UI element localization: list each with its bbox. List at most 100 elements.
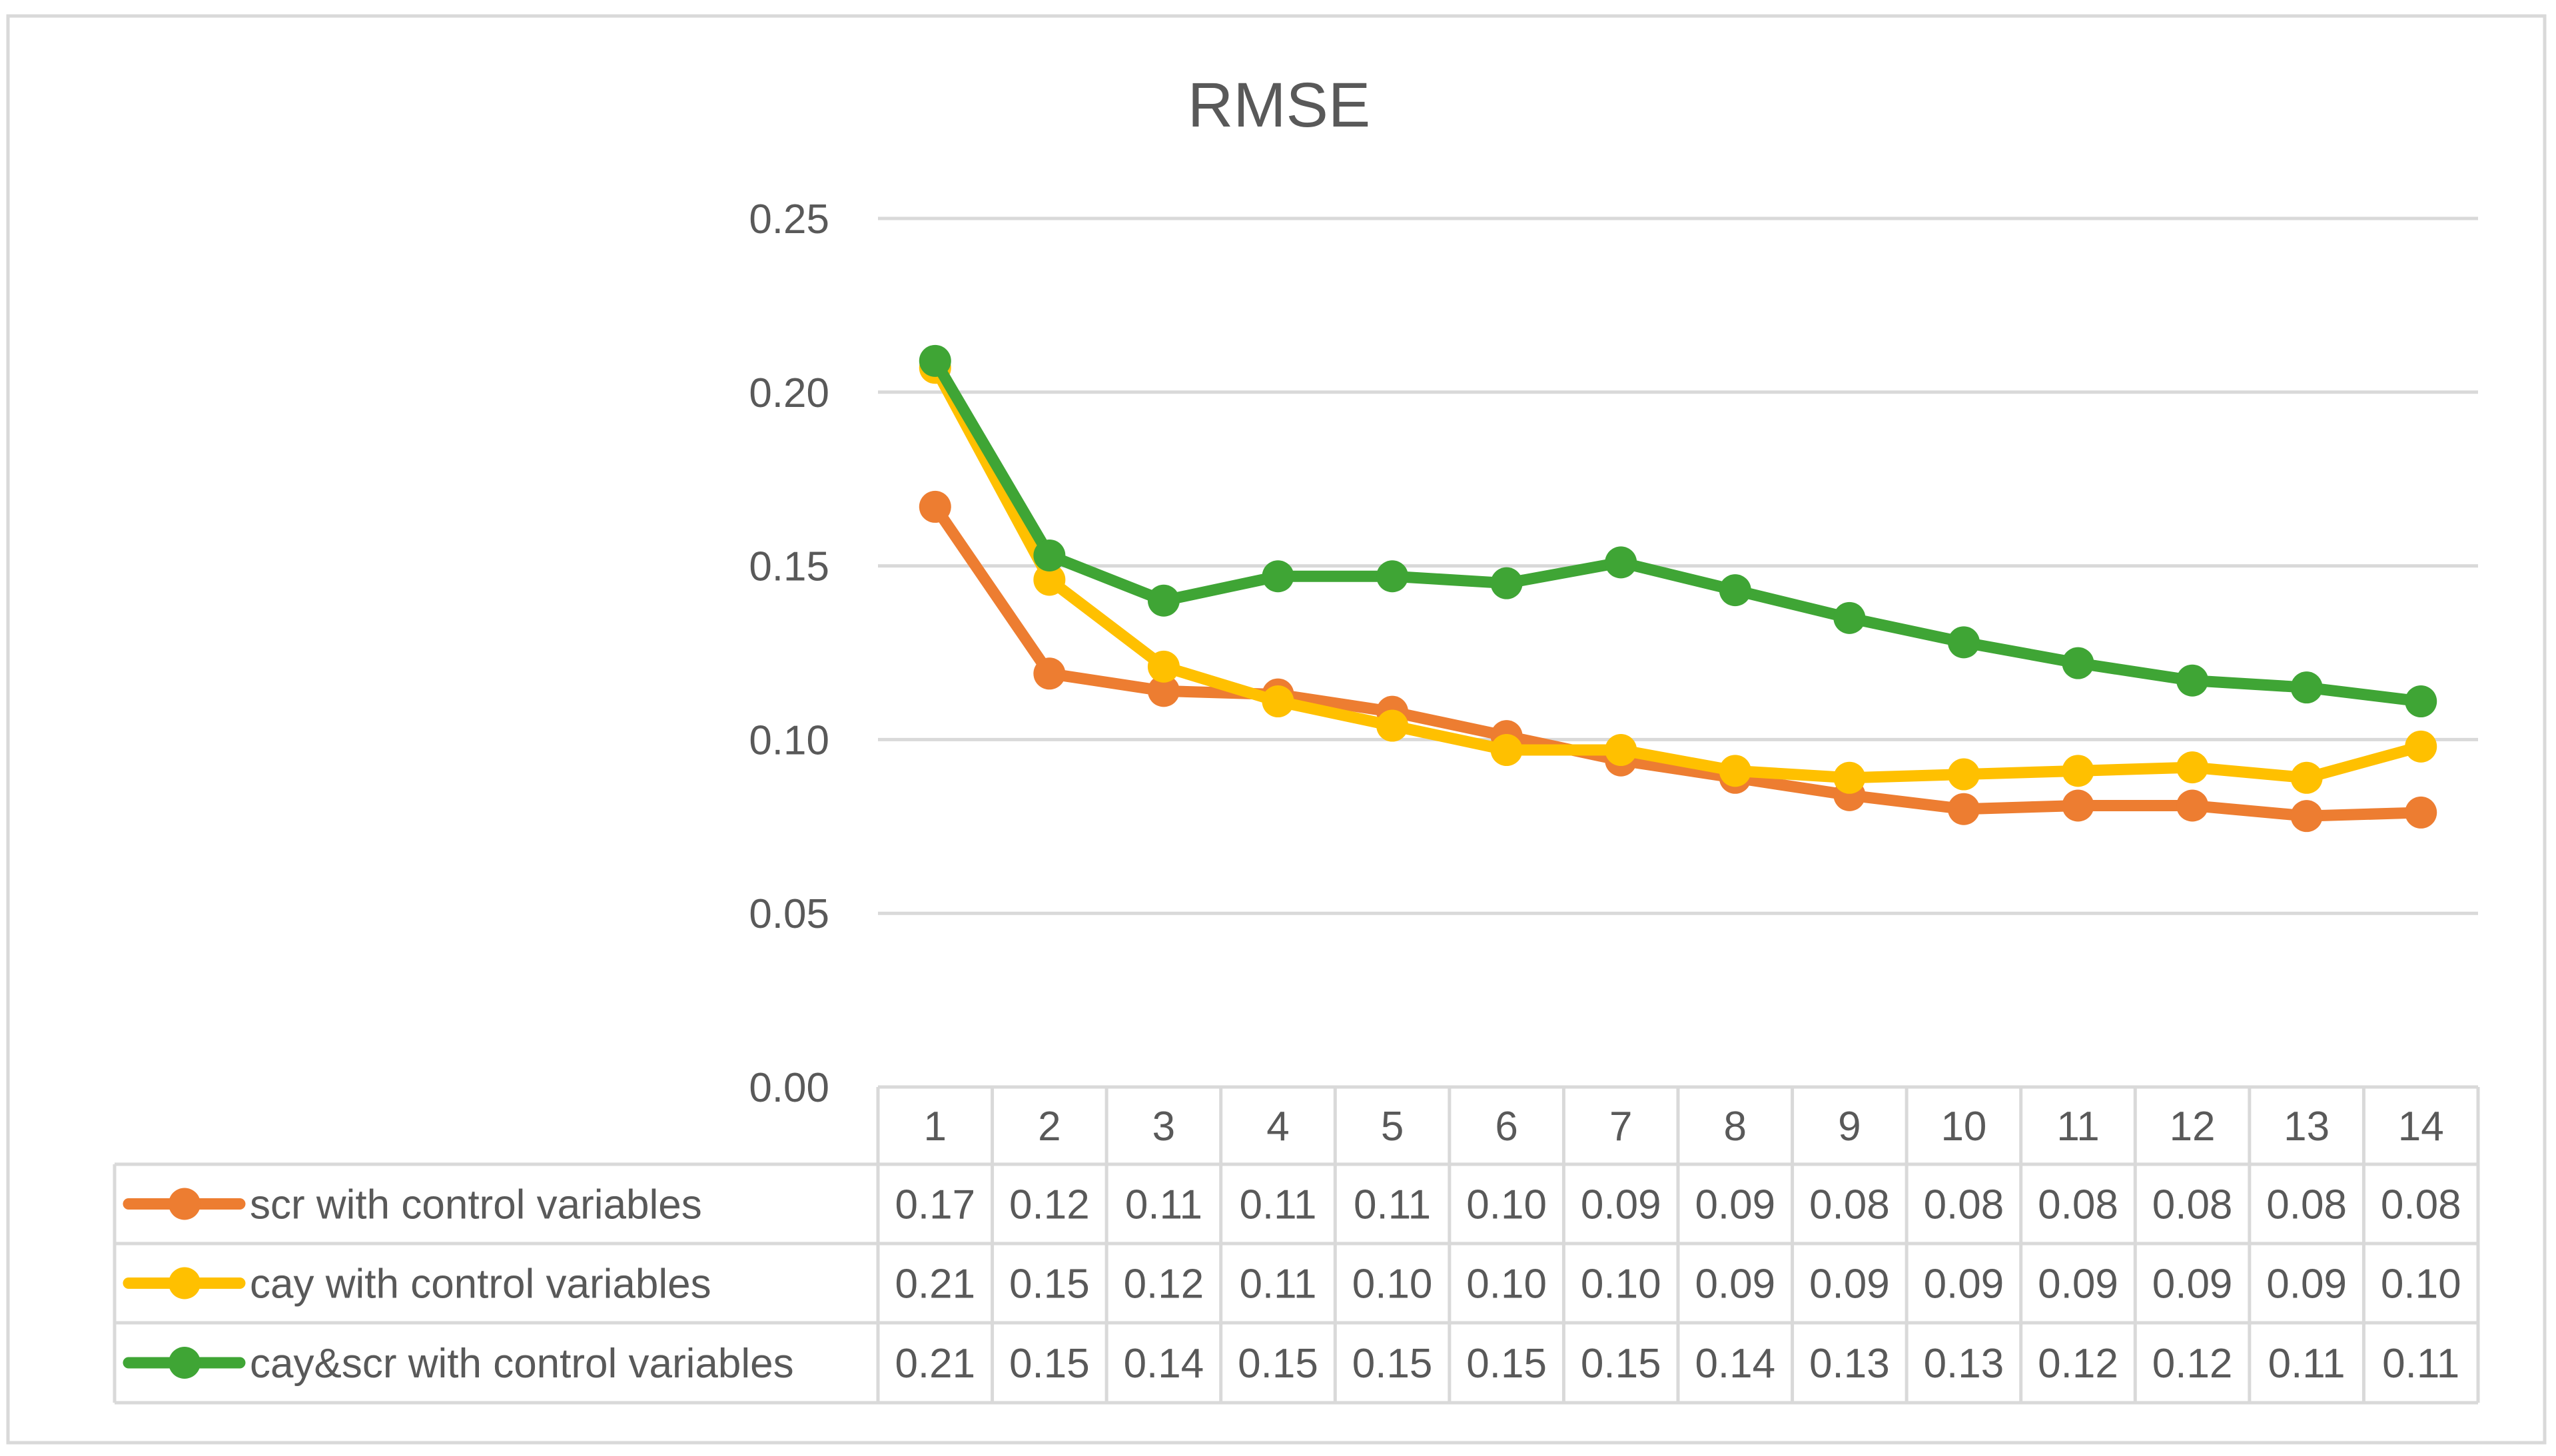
table-value: 0.11 bbox=[2382, 1341, 2459, 1387]
data-point bbox=[2405, 730, 2437, 763]
data-point bbox=[919, 344, 951, 377]
table-value: 0.15 bbox=[1009, 1341, 1090, 1387]
table-value: 0.09 bbox=[2266, 1262, 2347, 1307]
y-tick-label: 0.25 bbox=[749, 196, 829, 242]
series-line bbox=[929, 501, 2427, 822]
table-value: 0.11 bbox=[2268, 1341, 2345, 1387]
data-point bbox=[1033, 563, 1066, 596]
table-value: 0.08 bbox=[1809, 1182, 1890, 1228]
data-point bbox=[1376, 709, 1409, 742]
table-value: 0.13 bbox=[1924, 1341, 2004, 1387]
x-category-label: 6 bbox=[1495, 1104, 1517, 1150]
data-point bbox=[1605, 546, 1637, 579]
table-value: 0.08 bbox=[2152, 1182, 2233, 1228]
gridlines bbox=[878, 216, 2478, 915]
x-category-label: 13 bbox=[2284, 1104, 2330, 1150]
table-value: 0.10 bbox=[1466, 1182, 1547, 1228]
data-point bbox=[1147, 675, 1180, 707]
data-point bbox=[2290, 800, 2323, 833]
y-axis-ticks: 0.00 0.05 0.10 0.15 0.20 0.25 bbox=[749, 196, 829, 1111]
table-value: 0.15 bbox=[1581, 1341, 1661, 1387]
table-value: 0.08 bbox=[2266, 1182, 2347, 1228]
y-tick-label: 0.00 bbox=[749, 1065, 829, 1111]
table-value: 0.08 bbox=[1924, 1182, 2004, 1228]
table-value: 0.12 bbox=[1009, 1182, 1090, 1228]
x-category-label: 5 bbox=[1381, 1104, 1404, 1150]
x-category-label: 11 bbox=[2056, 1104, 2099, 1150]
data-point bbox=[2176, 664, 2209, 697]
data-point bbox=[1605, 734, 1637, 767]
data-point bbox=[1262, 560, 1294, 593]
table-value: 0.09 bbox=[1809, 1262, 1890, 1307]
legend-key-marker bbox=[169, 1188, 201, 1220]
table-value: 0.13 bbox=[1809, 1341, 1890, 1387]
data-point bbox=[1947, 758, 1980, 791]
table-value: 0.09 bbox=[2152, 1262, 2233, 1307]
table-value: 0.15 bbox=[1352, 1341, 1433, 1387]
data-point bbox=[1147, 584, 1180, 617]
series-line bbox=[929, 362, 2427, 784]
table-value: 0.21 bbox=[895, 1262, 975, 1307]
data-point bbox=[919, 490, 951, 523]
data-point bbox=[1262, 685, 1294, 718]
legend-series-name: cay with control variables bbox=[250, 1262, 711, 1307]
table-value: 0.17 bbox=[895, 1182, 975, 1228]
data-point bbox=[1947, 626, 1980, 659]
data-point bbox=[1147, 650, 1180, 683]
series-3 bbox=[919, 344, 2437, 718]
x-category-label: 10 bbox=[1940, 1104, 1986, 1150]
table-value: 0.11 bbox=[1239, 1182, 1316, 1228]
table-value: 0.12 bbox=[2152, 1341, 2233, 1387]
x-category-label: 4 bbox=[1266, 1104, 1289, 1150]
table-value: 0.11 bbox=[1239, 1262, 1316, 1307]
data-point bbox=[1376, 560, 1409, 593]
series-line bbox=[929, 355, 2427, 707]
table-value: 0.08 bbox=[2038, 1182, 2118, 1228]
table-value: 0.09 bbox=[1695, 1182, 1775, 1228]
y-tick-label: 0.05 bbox=[749, 891, 829, 937]
chart-title: RMSE bbox=[1188, 70, 1370, 141]
table-value: 0.09 bbox=[1924, 1262, 2004, 1307]
series-2 bbox=[919, 352, 2437, 794]
legend-series-name: scr with control variables bbox=[250, 1182, 702, 1228]
data-point bbox=[1833, 601, 1866, 634]
data-point bbox=[1719, 574, 1751, 607]
x-category-label: 12 bbox=[2170, 1104, 2216, 1150]
table-value: 0.14 bbox=[1695, 1341, 1775, 1387]
y-tick-label: 0.10 bbox=[749, 717, 829, 763]
data-point bbox=[2290, 761, 2323, 794]
table-value: 0.08 bbox=[2381, 1182, 2461, 1228]
x-category-label: 3 bbox=[1152, 1104, 1175, 1150]
x-category-label: 8 bbox=[1724, 1104, 1747, 1150]
table-value: 0.09 bbox=[1695, 1262, 1775, 1307]
table-value: 0.12 bbox=[2038, 1341, 2118, 1387]
table-value: 0.11 bbox=[1125, 1182, 1202, 1228]
x-category-label: 2 bbox=[1038, 1104, 1061, 1150]
table-value: 0.09 bbox=[2038, 1262, 2118, 1307]
data-point bbox=[2062, 647, 2094, 679]
table-value: 0.14 bbox=[1124, 1341, 1204, 1387]
data-point bbox=[2062, 755, 2094, 787]
table-value: 0.15 bbox=[1238, 1341, 1318, 1387]
data-point bbox=[2290, 671, 2323, 704]
data-point bbox=[1033, 657, 1066, 690]
table-value: 0.21 bbox=[895, 1341, 975, 1387]
table-value: 0.10 bbox=[1466, 1262, 1547, 1307]
data-point bbox=[2405, 685, 2437, 718]
x-category-label: 14 bbox=[2398, 1104, 2444, 1150]
table-value: 0.10 bbox=[2381, 1262, 2461, 1307]
data-point bbox=[2405, 796, 2437, 829]
x-category-label: 9 bbox=[1838, 1104, 1861, 1150]
y-tick-label: 0.20 bbox=[749, 370, 829, 416]
x-category-label: 1 bbox=[924, 1104, 947, 1150]
data-point bbox=[2062, 789, 2094, 822]
data-point bbox=[1033, 539, 1066, 571]
legend-series-name: cay&scr with control variables bbox=[250, 1341, 794, 1387]
data-point bbox=[2176, 789, 2209, 822]
table-value: 0.15 bbox=[1466, 1341, 1547, 1387]
data-point bbox=[1833, 761, 1866, 794]
y-tick-label: 0.15 bbox=[749, 544, 829, 590]
data-point bbox=[1490, 734, 1523, 767]
